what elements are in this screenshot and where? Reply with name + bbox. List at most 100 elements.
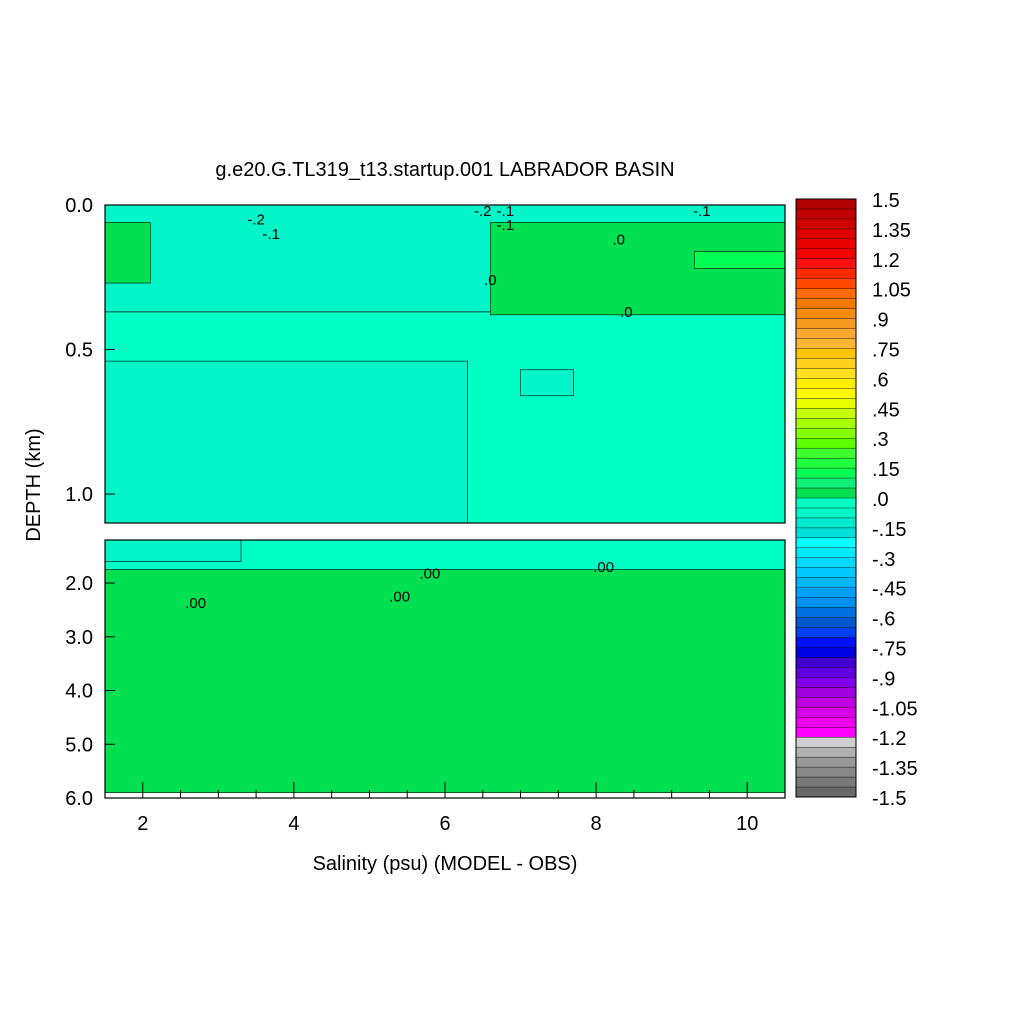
colorbar-swatch <box>795 308 857 320</box>
colorbar-swatch <box>795 487 857 499</box>
x-axis: 2 4 6 8 10 <box>137 782 758 835</box>
colorbar-swatch <box>795 577 857 589</box>
colorbar-label: .45 <box>872 399 900 421</box>
x-tick-label: 6 <box>439 813 450 835</box>
colorbar-swatch <box>795 647 857 658</box>
colorbar-swatch <box>795 557 857 569</box>
colorbar-swatch <box>795 587 857 599</box>
y-tick-label: 0.0 <box>65 195 93 217</box>
colorbar-swatch <box>795 597 857 609</box>
upper-panel: -.2-.1-.2 -.1-.1-.1.0.0.00.00.51.0 <box>65 195 786 524</box>
colorbar-label: -1.05 <box>872 698 918 720</box>
contour-label: .0 <box>613 232 626 249</box>
colorbar-swatch <box>795 348 857 359</box>
contour-label: -.2 <box>474 203 492 220</box>
contour-label: .0 <box>620 304 633 321</box>
y-tick-label: 1.0 <box>65 484 93 506</box>
colorbar-swatch <box>795 667 857 678</box>
colorbar-swatch <box>795 497 857 509</box>
colorbar-label: -1.2 <box>872 728 906 750</box>
chart-title: g.e20.G.TL319_t13.startup.001 LABRADOR B… <box>215 159 674 181</box>
colorbar-swatch <box>795 388 857 399</box>
contour-region-upper-4 <box>104 360 468 524</box>
y-tick-label: 5.0 <box>65 734 93 756</box>
contour-label: -.1 <box>497 217 515 234</box>
y-axis-label: DEPTH (km) <box>23 428 45 541</box>
colorbar-swatch <box>795 358 857 369</box>
contour-label: -.2 <box>247 211 265 228</box>
colorbar-swatch <box>795 746 857 758</box>
colorbar-swatch <box>795 677 857 688</box>
colorbar-swatch <box>795 617 857 629</box>
colorbar-swatch <box>795 756 857 768</box>
colorbar-swatch <box>795 766 857 778</box>
colorbar-swatch <box>795 776 857 788</box>
colorbar-swatch <box>795 447 857 459</box>
y-tick-label: 3.0 <box>65 627 93 649</box>
colorbar-swatch <box>795 607 857 619</box>
colorbar-swatch <box>795 328 857 340</box>
contour-label: .0 <box>484 272 497 289</box>
colorbar-swatch <box>795 258 857 270</box>
colorbar-swatch <box>795 438 857 449</box>
colorbar-label: .3 <box>872 429 889 451</box>
colorbar-swatch <box>795 697 857 708</box>
colorbar-swatch <box>795 198 857 210</box>
y-tick-label: 6.0 <box>65 788 93 810</box>
colorbar-swatch <box>795 378 857 389</box>
colorbar-swatch <box>795 707 857 718</box>
colorbar-label: .6 <box>872 369 889 391</box>
contour-region-upper-7 <box>694 250 786 269</box>
colorbar-swatch <box>795 268 857 280</box>
colorbar-label: .0 <box>872 489 889 511</box>
colorbar-label: 1.35 <box>872 220 911 242</box>
x-axis-label: Salinity (psu) (MODEL - OBS) <box>313 853 578 875</box>
colorbar-swatch <box>795 398 857 409</box>
colorbar-swatch <box>795 737 857 748</box>
colorbar-swatch <box>795 368 857 379</box>
colorbar-swatch <box>795 786 857 798</box>
x-tick-label: 2 <box>137 813 148 835</box>
colorbar-swatch <box>795 338 857 349</box>
colorbar-swatch <box>795 657 857 668</box>
contour-label: .00 <box>389 588 410 605</box>
colorbar-label: 1.05 <box>872 280 911 302</box>
colorbar-label: .75 <box>872 340 900 362</box>
colorbar-label: -1.5 <box>872 788 906 810</box>
colorbar-label: -.15 <box>872 519 906 541</box>
colorbar-swatch <box>795 547 857 559</box>
colorbar-label: -.45 <box>872 579 906 601</box>
contour-label: .00 <box>593 559 614 576</box>
colorbar: 1.5 1.35 1.2 1.05 .9 .75 .6 .45 .3 .15 .0 -.15 -.3 -.… <box>795 190 918 810</box>
colorbar-swatch <box>795 218 857 230</box>
colorbar-swatch <box>795 687 857 698</box>
colorbar-swatch <box>795 457 857 469</box>
y-tick-label: 2.0 <box>65 573 93 595</box>
colorbar-label: -.75 <box>872 639 906 661</box>
colorbar-swatch <box>795 637 857 648</box>
contour-label: -.1 <box>262 226 280 243</box>
colorbar-swatch <box>795 228 857 240</box>
lower-panel: .00 .00 .00 .00 2.0 3.0 4.0 5.0 6.0 <box>65 539 786 810</box>
contour-region-lower-2 <box>104 539 242 562</box>
colorbar-swatch <box>795 537 857 549</box>
contour-region-upper-5 <box>520 369 574 397</box>
colorbar-swatch <box>795 248 857 260</box>
colorbar-label: .15 <box>872 459 900 481</box>
colorbar-swatch <box>795 727 857 738</box>
colorbar-label: .9 <box>872 310 889 332</box>
colorbar-swatch <box>795 717 857 728</box>
colorbar-swatch <box>795 467 857 479</box>
colorbar-label: -.3 <box>872 549 895 571</box>
colorbar-swatch <box>795 527 857 539</box>
colorbar-swatch <box>795 517 857 529</box>
colorbar-swatch <box>795 298 857 310</box>
contour-region-lower-1 <box>104 569 786 793</box>
colorbar-label: -.6 <box>872 609 895 631</box>
colorbar-swatch <box>795 408 857 419</box>
y-tick-label: 0.5 <box>65 340 93 362</box>
x-tick-label: 4 <box>288 813 299 835</box>
colorbar-swatch <box>795 238 857 250</box>
colorbar-swatch <box>795 318 857 330</box>
